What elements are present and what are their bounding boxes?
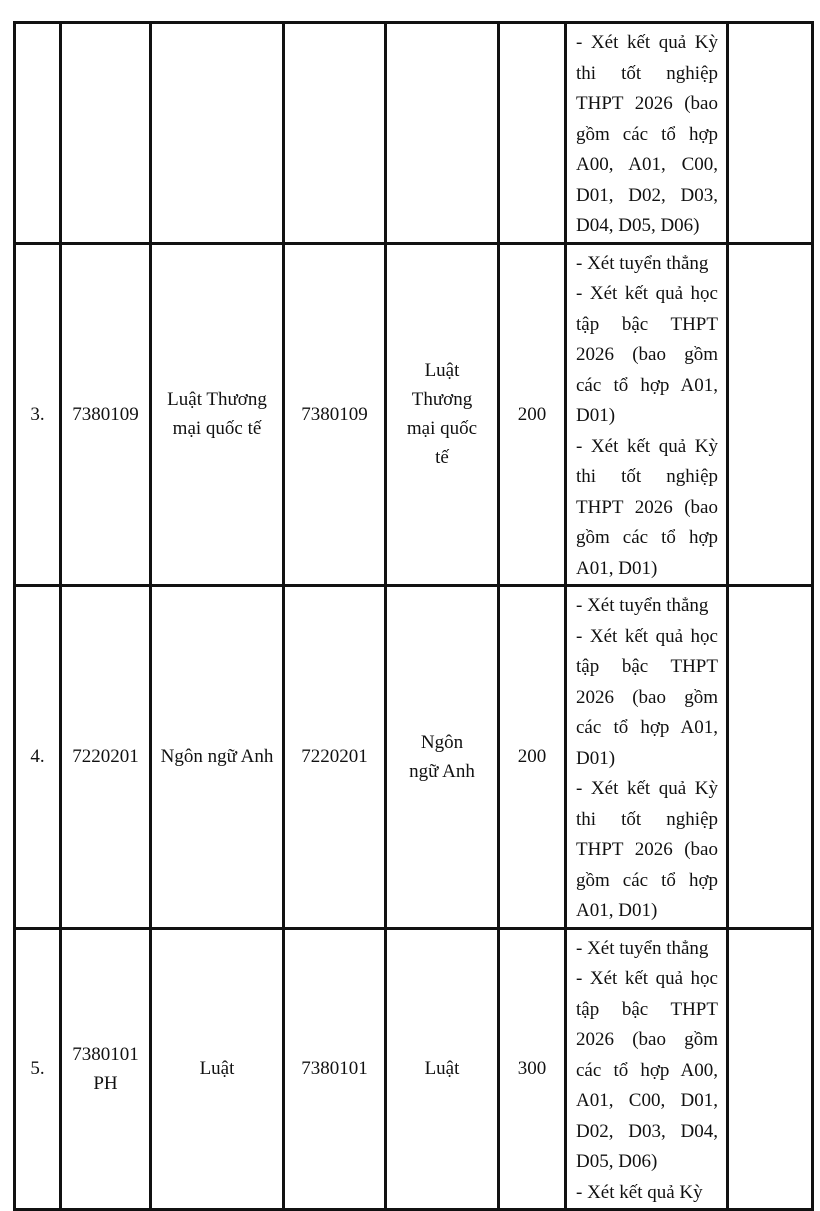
program-name-cell: Ngôn ngữ Anh (149, 584, 285, 930)
method-line: tập bậc THPT (576, 998, 718, 1020)
quota-cell: 200 (497, 241, 567, 587)
method-line: - Xét tuyển thẳng (576, 937, 709, 959)
method-line: - Xét kết quả Kỳ (576, 32, 718, 53)
major-name-cell: Ngôn ngữ Anh (384, 584, 500, 930)
method-line: - Xét kết quả Kỳ (576, 435, 718, 457)
method-line: 2026 (bao gồm (576, 344, 718, 365)
method-line: thi tốt nghiệp (576, 62, 718, 84)
method-line: tập bậc THPT (576, 313, 718, 335)
major-code-cell (282, 21, 387, 245)
program-code-cell (59, 21, 152, 245)
major-name-cell: Luật Thương mại quốc tế (384, 241, 500, 587)
method-line: - Xét kết quả học (576, 968, 718, 989)
quota-cell (497, 21, 567, 245)
admission-method-cell: - Xét kết quả Kỳ thi tốt nghiệp THPT 2026 … (564, 21, 729, 245)
major-code-cell: 7380101 (282, 926, 387, 1211)
method-line: thi tốt nghiệp (576, 466, 718, 487)
row-number-cell (13, 21, 62, 245)
row-number-cell: 5. (13, 926, 62, 1211)
method-line: A01, D01) (576, 900, 658, 921)
row-number-cell: 3. (13, 241, 62, 587)
method-line: các tổ hợp A00, (576, 1059, 718, 1081)
quota-cell: 300 (497, 926, 567, 1211)
program-name-cell: Luật (149, 926, 285, 1211)
method-line: D04, D05, D06) (576, 215, 700, 236)
table-row: 5. 7380101 PH Luật 7380101 Luật 300- Xét tuyể… (13, 926, 814, 1211)
notes-cell (726, 926, 814, 1211)
notes-cell (726, 21, 814, 245)
method-line: 2026 (bao gồm (576, 686, 718, 708)
major-code-cell: 7380109 (282, 241, 387, 587)
notes-cell (726, 584, 814, 930)
method-line: THPT 2026 (bao (576, 839, 718, 860)
method-line: D05, D06) (576, 1151, 658, 1172)
method-line: - Xét kết quả Kỳ (576, 778, 718, 799)
method-line: các tổ hợp A01, (576, 374, 718, 396)
row-number-cell: 4. (13, 584, 62, 930)
method-line: THPT 2026 (bao (576, 496, 718, 518)
program-code-cell: 7380109 (59, 241, 152, 587)
method-line: - Xét tuyển thẳng (576, 595, 709, 616)
method-line: tập bậc THPT (576, 656, 718, 677)
method-line: - Xét kết quả Kỳ (576, 1181, 703, 1203)
program-code-cell: 7220201 (59, 584, 152, 930)
admission-method-cell: - Xét tuyển thẳng - Xét kết quả học tập bậ… (564, 584, 729, 930)
program-name-cell (149, 21, 285, 245)
admission-method-cell: - Xét tuyển thẳng - Xét kết quả học tập bậ… (564, 926, 729, 1211)
method-line: - Xét kết quả học (576, 625, 718, 647)
method-line: D01) (576, 747, 616, 769)
method-line: gồm các tổ hợp (576, 869, 718, 891)
method-line: gồm các tổ hợp (576, 123, 718, 145)
quota-cell: 200 (497, 584, 567, 930)
method-line: THPT 2026 (bao (576, 93, 718, 114)
table-row: 4. 7220201 Ngôn ngữ Anh 7220201 Ngôn ngữ Anh… (13, 584, 814, 930)
method-line: A01, C00, D01, (576, 1090, 718, 1111)
method-line: D02, D03, D04, (576, 1120, 718, 1142)
method-line: A01, D01) (576, 557, 658, 579)
table-row: - Xét kết quả Kỳ thi tốt nghiệp THPT 2026 … (13, 21, 814, 245)
method-line: A00, A01, C00, (576, 154, 718, 175)
notes-cell (726, 241, 814, 587)
major-name-cell (384, 21, 500, 245)
method-line: D01) (576, 405, 616, 426)
admission-method-cell: - Xét tuyển thẳng - Xét kết quả học tập bậ… (564, 241, 729, 587)
method-line: gồm các tổ hợp (576, 527, 718, 548)
major-name-cell: Luật (384, 926, 500, 1211)
program-name-cell: Luật Thương mại quốc tế (149, 241, 285, 587)
method-line: các tổ hợp A01, (576, 717, 718, 738)
method-line: - Xét tuyển thẳng (576, 252, 709, 274)
major-code-cell: 7220201 (282, 584, 387, 930)
program-code-cell: 7380101 PH (59, 926, 152, 1211)
method-line: D01, D02, D03, (576, 184, 718, 206)
method-line: thi tốt nghiệp (576, 808, 718, 830)
table-row: 3. 7380109 Luật Thương mại quốc tế 7380109 L… (13, 241, 814, 587)
admissions-table: - Xét kết quả Kỳ thi tốt nghiệp THPT 2026 … (13, 21, 814, 1211)
method-line: 2026 (bao gồm (576, 1029, 718, 1050)
method-line: - Xét kết quả học (576, 283, 718, 304)
